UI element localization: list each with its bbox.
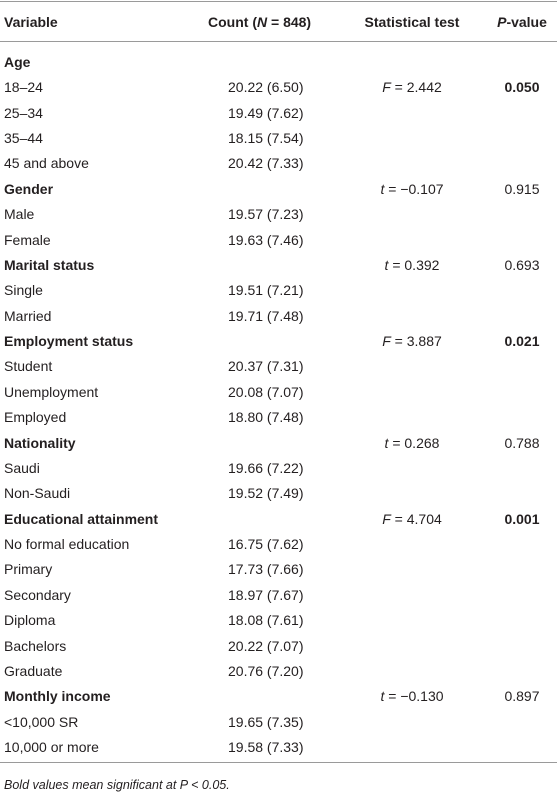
test-cell: F = 2.442 xyxy=(322,78,502,96)
test-cell: F = 4.704 xyxy=(322,510,502,528)
header-cell: Count (N = 848) xyxy=(208,13,311,31)
p-value-cell: 0.050 xyxy=(504,79,540,96)
text-segment: F xyxy=(382,79,391,96)
top-rule xyxy=(0,1,557,2)
row-label: No formal education xyxy=(4,536,130,553)
row-label: Secondary xyxy=(4,586,71,603)
text-segment: = 0.268 xyxy=(388,434,440,451)
text-segment: = −0.130 xyxy=(384,688,444,705)
footnote: Bold values mean significant at P < 0.05… xyxy=(4,778,230,792)
row-label: 10,000 or more xyxy=(4,738,99,755)
group-label: Gender xyxy=(4,180,54,197)
group-label: Educational attainment xyxy=(4,510,159,527)
group-label: Marital status xyxy=(4,256,95,273)
p-value-cell: 0.897 xyxy=(504,688,540,705)
row-label: Single xyxy=(4,282,43,299)
count-cell: 19.52 (7.49) xyxy=(228,485,304,502)
group-label: Monthly income xyxy=(4,688,111,705)
test-cell: t = −0.130 xyxy=(322,687,502,705)
p-value-cell: 0.788 xyxy=(504,434,540,451)
text-segment: -value xyxy=(506,14,547,30)
test-cell: F = 3.887 xyxy=(322,332,502,350)
text-segment: t xyxy=(380,688,385,705)
row-label: <10,000 SR xyxy=(4,713,79,730)
count-cell: 19.63 (7.46) xyxy=(228,231,304,248)
row-label: Primary xyxy=(4,561,53,578)
text-segment: = 848) xyxy=(267,14,312,30)
count-cell: 19.51 (7.21) xyxy=(228,282,304,299)
count-cell: 19.58 (7.33) xyxy=(228,738,304,755)
p-value-cell: 0.915 xyxy=(504,180,540,197)
count-cell: 18.80 (7.48) xyxy=(228,409,304,426)
header-cell: P-value xyxy=(490,13,554,31)
text-segment: = 0.392 xyxy=(388,256,440,273)
text-segment: F xyxy=(382,333,391,350)
row-label: Non-Saudi xyxy=(4,485,71,502)
row-label: Female xyxy=(4,231,51,248)
text-segment: Count ( xyxy=(208,14,257,30)
count-cell: 16.75 (7.62) xyxy=(228,536,304,553)
group-label: Employment status xyxy=(4,333,134,350)
text-segment: Statistical test xyxy=(364,14,460,30)
count-cell: 20.37 (7.31) xyxy=(228,358,304,375)
row-label: Diploma xyxy=(4,612,56,629)
text-segment: N xyxy=(256,14,268,30)
count-cell: 20.08 (7.07) xyxy=(228,383,304,400)
header-rule xyxy=(0,41,557,42)
text-segment: F xyxy=(382,510,391,527)
row-label: 35–44 xyxy=(4,130,43,147)
test-cell: t = 0.392 xyxy=(322,256,502,274)
header-cell: Variable xyxy=(4,13,58,31)
text-segment: t xyxy=(380,180,385,197)
count-cell: 20.22 (7.07) xyxy=(228,637,304,654)
test-cell: t = 0.268 xyxy=(322,434,502,452)
p-value-cell: 0.001 xyxy=(504,510,540,527)
count-cell: 19.49 (7.62) xyxy=(228,104,304,121)
count-cell: 19.71 (7.48) xyxy=(228,307,304,324)
row-label: 18–24 xyxy=(4,79,43,96)
text-segment: = 4.704 xyxy=(390,510,442,527)
text-segment: Variable xyxy=(4,14,58,30)
p-value-cell: 0.021 xyxy=(504,333,540,350)
row-label: Married xyxy=(4,307,52,324)
count-cell: 19.65 (7.35) xyxy=(228,713,304,730)
count-cell: 20.22 (6.50) xyxy=(228,79,304,96)
count-cell: 19.57 (7.23) xyxy=(228,206,304,223)
row-label: Student xyxy=(4,358,53,375)
count-cell: 18.08 (7.61) xyxy=(228,612,304,629)
text-segment: t xyxy=(384,256,389,273)
row-label: Male xyxy=(4,206,35,223)
row-label: Bachelors xyxy=(4,637,67,654)
group-label: Age xyxy=(4,54,31,70)
count-cell: 20.42 (7.33) xyxy=(228,155,304,172)
row-label: Graduate xyxy=(4,662,63,679)
text-segment: P xyxy=(497,14,507,30)
header-cell: Statistical test xyxy=(322,13,502,31)
count-cell: 18.15 (7.54) xyxy=(228,130,304,147)
row-label: Saudi xyxy=(4,459,40,476)
text-segment: = −0.107 xyxy=(384,180,444,197)
count-cell: 17.73 (7.66) xyxy=(228,561,304,578)
bottom-rule xyxy=(0,762,557,763)
group-label: Nationality xyxy=(4,434,76,451)
row-label: 25–34 xyxy=(4,104,43,121)
text-segment: = 3.887 xyxy=(390,333,442,350)
row-label: 45 and above xyxy=(4,155,89,172)
test-cell: t = −0.107 xyxy=(322,180,502,198)
row-label: Unemployment xyxy=(4,383,99,400)
count-cell: 20.76 (7.20) xyxy=(228,662,304,679)
text-segment: t xyxy=(384,434,389,451)
count-cell: 18.97 (7.67) xyxy=(228,586,304,603)
count-cell: 19.66 (7.22) xyxy=(228,459,304,476)
p-value-cell: 0.693 xyxy=(504,256,540,273)
row-label: Employed xyxy=(4,409,67,426)
text-segment: = 2.442 xyxy=(390,79,442,96)
